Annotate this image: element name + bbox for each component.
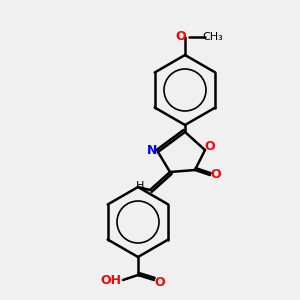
- Text: O: O: [176, 29, 186, 43]
- Text: CH₃: CH₃: [202, 32, 224, 42]
- Text: O: O: [155, 275, 165, 289]
- Text: H: H: [136, 181, 144, 191]
- Text: N: N: [147, 143, 157, 157]
- Text: O: O: [205, 140, 215, 152]
- Text: O: O: [211, 169, 221, 182]
- Text: OH: OH: [100, 274, 122, 287]
